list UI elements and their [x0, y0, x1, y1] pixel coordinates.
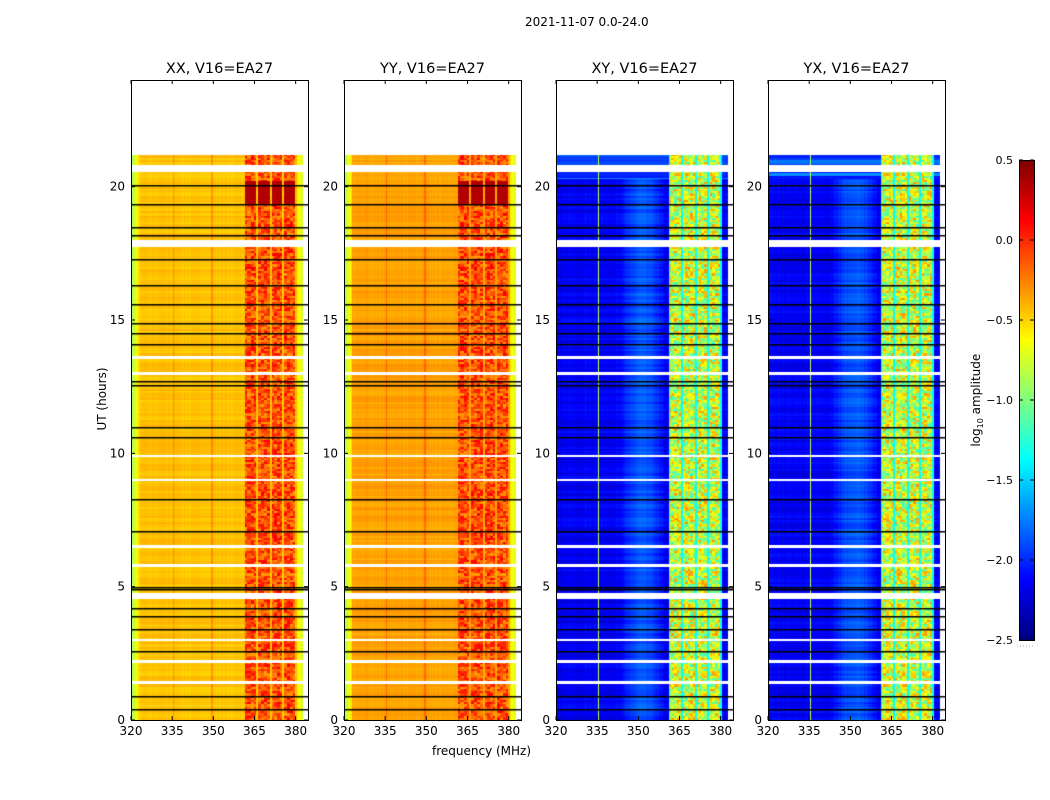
y-tick-label: 10 — [747, 446, 762, 460]
x-tick-label: 320 — [545, 724, 568, 738]
y-tick-label: 5 — [117, 580, 125, 594]
y-tick-label: 15 — [747, 313, 762, 327]
x-tick-label: 380 — [284, 724, 307, 738]
panel-frame — [131, 80, 309, 721]
y-tick-label: 15 — [323, 313, 338, 327]
x-tick-label: 320 — [120, 724, 143, 738]
y-tick-label: 20 — [535, 180, 550, 194]
heatmap-yy — [344, 80, 521, 720]
colorbar-tick-label: 0.0 — [996, 234, 1014, 247]
y-tick-label: 20 — [747, 180, 762, 194]
y-tick-label: 0 — [542, 713, 550, 727]
x-tick-label: 365 — [456, 724, 479, 738]
y-tick-label: 0 — [117, 713, 125, 727]
x-tick-label: 350 — [202, 724, 225, 738]
panel-frame — [344, 80, 522, 721]
y-tick-label: 20 — [110, 180, 125, 194]
y-tick-label: 10 — [323, 446, 338, 460]
x-tick-label: 380 — [921, 724, 944, 738]
colorbar-tick-label: −1.5 — [986, 474, 1013, 487]
colorbar-tick-label: −1.0 — [986, 394, 1013, 407]
x-tick-label: 365 — [880, 724, 903, 738]
panel-frame — [556, 80, 734, 721]
panel-title: YX, V16=EA27 — [802, 61, 909, 77]
heatmap-xy — [556, 80, 733, 720]
y-tick-label: 15 — [110, 313, 125, 327]
y-tick-label: 20 — [323, 180, 338, 194]
x-tick-label: 335 — [798, 724, 821, 738]
panel-title: XX, V16=EA27 — [166, 61, 273, 77]
y-tick-label: 10 — [535, 446, 550, 460]
heatmap-xx — [131, 80, 308, 720]
x-tick-label: 335 — [161, 724, 184, 738]
heatmap-yx — [768, 80, 945, 720]
x-tick-label: 320 — [333, 724, 356, 738]
y-tick-label: 15 — [535, 313, 550, 327]
x-tick-label: 320 — [757, 724, 780, 738]
x-tick-label: 380 — [709, 724, 732, 738]
colorbar-tick-label: −0.5 — [986, 314, 1013, 327]
panel-title: YY, V16=EA27 — [379, 61, 485, 77]
panel-title: XY, V16=EA27 — [591, 61, 697, 77]
colorbar-tick-label: −2.0 — [986, 554, 1013, 567]
y-tick-label: 5 — [754, 580, 762, 594]
y-tick-label: 10 — [110, 446, 125, 460]
x-tick-label: 335 — [374, 724, 397, 738]
colorbar — [1019, 160, 1034, 640]
colorbar-tick-label: −2.5 — [986, 634, 1013, 647]
x-tick-label: 350 — [839, 724, 862, 738]
x-tick-label: 350 — [627, 724, 650, 738]
y-tick-label: 5 — [330, 580, 338, 594]
x-tick-label: 380 — [497, 724, 520, 738]
y-tick-label: 0 — [754, 713, 762, 727]
y-tick-label: 5 — [542, 580, 550, 594]
y-tick-label: 0 — [330, 713, 338, 727]
x-tick-label: 335 — [586, 724, 609, 738]
colorbar-tick-label: 0.5 — [996, 154, 1014, 167]
figure-title: 2021-11-07 0.0-24.0 — [525, 15, 649, 29]
x-tick-label: 350 — [415, 724, 438, 738]
x-tick-label: 365 — [243, 724, 266, 738]
x-axis-label: frequency (MHz) — [432, 744, 532, 758]
x-tick-label: 365 — [668, 724, 691, 738]
panel-frame — [768, 80, 946, 721]
